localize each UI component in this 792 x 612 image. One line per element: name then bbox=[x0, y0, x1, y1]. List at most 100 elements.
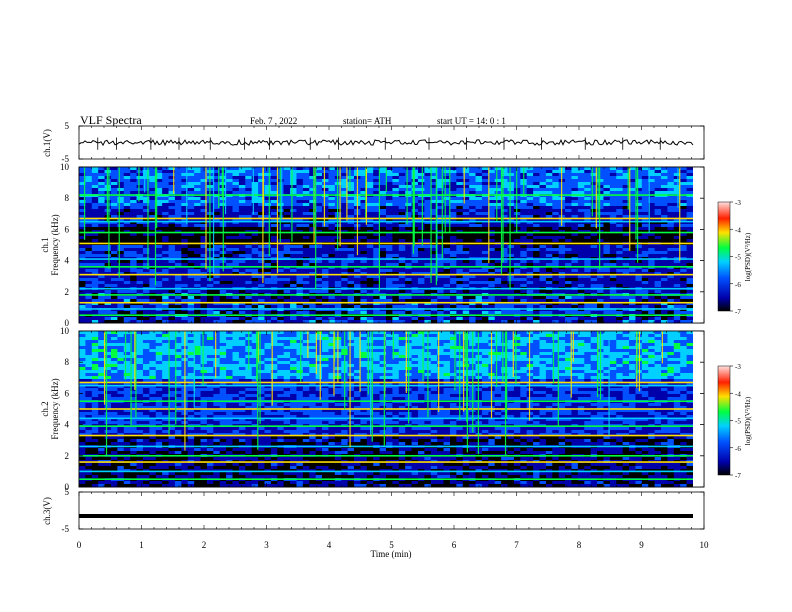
spectrogram-cell bbox=[334, 317, 342, 321]
spectrogram-cell bbox=[475, 281, 483, 285]
spectrogram-cell bbox=[366, 272, 374, 276]
spectrogram-cell bbox=[328, 290, 336, 294]
spectrogram-cell bbox=[449, 263, 457, 267]
spectrogram-cell bbox=[565, 302, 572, 306]
spectrogram-cell bbox=[79, 320, 86, 324]
spectrogram-cell bbox=[130, 239, 137, 243]
spectrogram-cell bbox=[264, 296, 272, 300]
spectrogram-cell bbox=[149, 167, 157, 171]
spectrogram-cell bbox=[417, 275, 425, 279]
spectrogram-cell bbox=[187, 302, 195, 306]
spectrogram-cell bbox=[149, 236, 157, 240]
spectrogram-cell bbox=[117, 245, 125, 249]
spectrogram-cell bbox=[322, 191, 329, 195]
spectrogram-cell bbox=[437, 227, 444, 231]
spectrogram-cell bbox=[226, 191, 233, 195]
spectrogram-cell bbox=[565, 233, 572, 237]
spectrogram-cell bbox=[424, 221, 432, 225]
spectrogram-cell bbox=[577, 173, 585, 177]
spectrogram-cell bbox=[501, 248, 508, 252]
spectrogram-cell bbox=[91, 185, 99, 189]
spectrogram-cell bbox=[673, 317, 681, 321]
spectrogram-cell bbox=[117, 209, 125, 213]
spectrogram-cell bbox=[513, 182, 521, 186]
spectrogram-cell bbox=[110, 290, 118, 294]
spectrogram-cell bbox=[405, 209, 412, 213]
spectrogram-cell bbox=[680, 248, 688, 252]
spectrogram-cell bbox=[545, 290, 553, 294]
spectrogram-cell bbox=[155, 176, 163, 180]
spectrogram-cell bbox=[590, 176, 598, 180]
spectrogram-cell bbox=[437, 191, 444, 195]
spectrogram-cell bbox=[264, 233, 272, 237]
spectrogram-cell bbox=[245, 263, 253, 267]
spectrogram-cell bbox=[341, 233, 349, 237]
spectrogram-cell bbox=[98, 236, 105, 240]
spectrogram-cell bbox=[232, 248, 240, 252]
spectrogram-cell bbox=[430, 290, 438, 294]
spectrogram-cell bbox=[123, 275, 131, 279]
spectrogram-cell bbox=[392, 302, 400, 306]
spectrogram-cell bbox=[417, 176, 425, 180]
spectrogram-cell bbox=[507, 188, 515, 192]
spectrogram-cell bbox=[315, 197, 323, 201]
spectrogram-cell bbox=[481, 296, 489, 300]
spectrogram-cell bbox=[526, 284, 534, 288]
spectrogram-cell bbox=[392, 209, 400, 213]
spectrogram-cell bbox=[98, 278, 105, 282]
spectrogram-cell bbox=[136, 290, 144, 294]
spectrogram-cell bbox=[110, 200, 118, 204]
spectrogram-cell bbox=[558, 230, 566, 234]
spectrogram-cell bbox=[366, 317, 374, 321]
spectrogram-cell bbox=[456, 317, 464, 321]
spectrogram-cell bbox=[680, 176, 688, 180]
spectrogram-cell bbox=[117, 185, 125, 189]
spectrogram-cell bbox=[130, 218, 137, 222]
spectrogram-cell bbox=[571, 221, 579, 225]
spectrogram-cell bbox=[526, 254, 534, 258]
spectrogram-cell bbox=[79, 281, 86, 285]
spectrogram-cell bbox=[533, 197, 540, 201]
spectrogram-cell bbox=[488, 311, 496, 315]
spectrogram-cell bbox=[302, 167, 310, 171]
spectrogram-cell bbox=[283, 191, 291, 195]
spectrogram-cell bbox=[533, 263, 540, 267]
spectrogram-cell bbox=[322, 173, 329, 177]
spectrogram-cell bbox=[571, 212, 579, 216]
spectrogram-cell bbox=[590, 170, 598, 174]
spectrogram-cell bbox=[251, 248, 259, 252]
spectrogram-cell bbox=[168, 275, 176, 279]
spectrogram-cell bbox=[328, 275, 336, 279]
spectrogram-cell bbox=[603, 230, 611, 234]
spectrogram-cell bbox=[200, 179, 208, 183]
spectrogram-cell bbox=[565, 206, 572, 210]
spectrogram-cell bbox=[347, 269, 355, 273]
spectrogram-cell bbox=[469, 290, 476, 294]
spectrogram-cell bbox=[174, 227, 182, 231]
spectrogram-cell bbox=[686, 167, 694, 171]
spectrogram-cell bbox=[635, 218, 643, 222]
spectrogram-cell bbox=[213, 173, 221, 177]
spectrogram-cell bbox=[513, 317, 521, 321]
spectrogram-cell bbox=[91, 275, 99, 279]
spectrogram-cell bbox=[347, 173, 355, 177]
spectrogram-cell bbox=[398, 254, 406, 258]
spectrogram-cell bbox=[232, 224, 240, 228]
spectrogram-cell bbox=[622, 311, 630, 315]
spectrogram-cell bbox=[123, 278, 131, 282]
spectrogram-cell bbox=[449, 206, 457, 210]
spectrogram-cell bbox=[456, 185, 464, 189]
spectrogram-cell bbox=[526, 191, 534, 195]
spectrogram-cell bbox=[443, 254, 451, 258]
spectrogram-cell bbox=[162, 272, 169, 276]
spectrogram-cell bbox=[609, 197, 617, 201]
spectrogram-cell bbox=[194, 224, 201, 228]
start-ut-label: start UT = 14: 0 : 1 bbox=[437, 116, 506, 126]
spectrogram-cell bbox=[667, 176, 675, 180]
spectrogram-cell bbox=[488, 233, 496, 237]
spectrogram-cell bbox=[219, 317, 227, 321]
spectrogram-cell bbox=[187, 281, 195, 285]
spectrogram-cell bbox=[181, 263, 189, 267]
spectrogram-cell bbox=[213, 269, 221, 273]
spectrogram-cell bbox=[341, 176, 349, 180]
